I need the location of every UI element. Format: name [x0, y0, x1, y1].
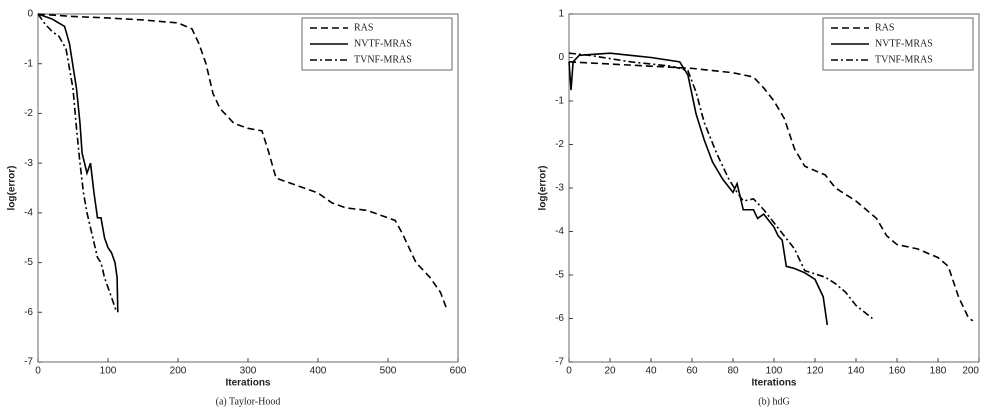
legend-label: RAS	[354, 22, 373, 33]
y-tick-label: -3	[555, 183, 564, 194]
y-tick-label: -7	[555, 357, 564, 368]
x-tick-label: 80	[727, 366, 739, 377]
y-tick-label: -3	[24, 158, 33, 169]
x-axis-label: Iterations	[225, 378, 270, 389]
x-tick-label: 600	[450, 366, 467, 377]
x-tick-label: 40	[645, 366, 657, 377]
caption: (b) hdG	[758, 396, 789, 407]
legend-label: NVTF-MRAS	[875, 38, 933, 49]
x-tick-label: 180	[930, 366, 947, 377]
x-tick-label: 20	[604, 366, 616, 377]
y-tick-label: 0	[27, 9, 33, 20]
series-line	[568, 52, 873, 320]
legend-label: TVNF-MRAS	[354, 54, 412, 65]
x-tick-label: 200	[962, 366, 979, 377]
x-tick-label: 100	[100, 366, 117, 377]
y-tick-label: 0	[558, 52, 564, 63]
y-tick-label: -7	[24, 357, 33, 368]
series-line	[37, 13, 119, 313]
caption: (a) Taylor-Hood	[216, 396, 281, 407]
y-tick-label: 1	[558, 9, 564, 20]
x-tick-label: 120	[807, 366, 824, 377]
y-axis-label: log(error)	[538, 166, 549, 211]
x-tick-label: 300	[240, 366, 257, 377]
y-tick-label: -6	[555, 313, 564, 324]
y-tick-label: -4	[555, 226, 564, 237]
x-tick-label: 140	[848, 366, 865, 377]
x-tick-label: 200	[170, 366, 187, 377]
legend-label: NVTF-MRAS	[354, 38, 412, 49]
y-tick-label: -1	[555, 96, 564, 107]
x-tick-label: 60	[686, 366, 698, 377]
y-axis-label: log(error)	[7, 166, 18, 211]
y-tick-label: -5	[555, 270, 564, 281]
series-line	[37, 13, 118, 313]
y-tick-label: -6	[24, 307, 33, 318]
x-tick-label: 0	[566, 366, 572, 377]
series-line	[568, 61, 974, 322]
legend-label: TVNF-MRAS	[875, 54, 933, 65]
y-tick-label: -4	[24, 207, 33, 218]
series-line	[37, 13, 447, 308]
y-tick-label: -2	[555, 139, 564, 150]
x-tick-label: 100	[766, 366, 783, 377]
x-tick-label: 160	[889, 366, 906, 377]
y-tick-label: -5	[24, 257, 33, 268]
x-axis-label: Iterations	[751, 378, 796, 389]
x-tick-label: 500	[380, 366, 397, 377]
y-tick-label: -2	[24, 108, 33, 119]
series-line	[568, 52, 829, 326]
legend-label: RAS	[875, 22, 894, 33]
x-tick-label: 400	[310, 366, 327, 377]
y-tick-label: -1	[24, 58, 33, 69]
x-tick-label: 0	[35, 366, 41, 377]
